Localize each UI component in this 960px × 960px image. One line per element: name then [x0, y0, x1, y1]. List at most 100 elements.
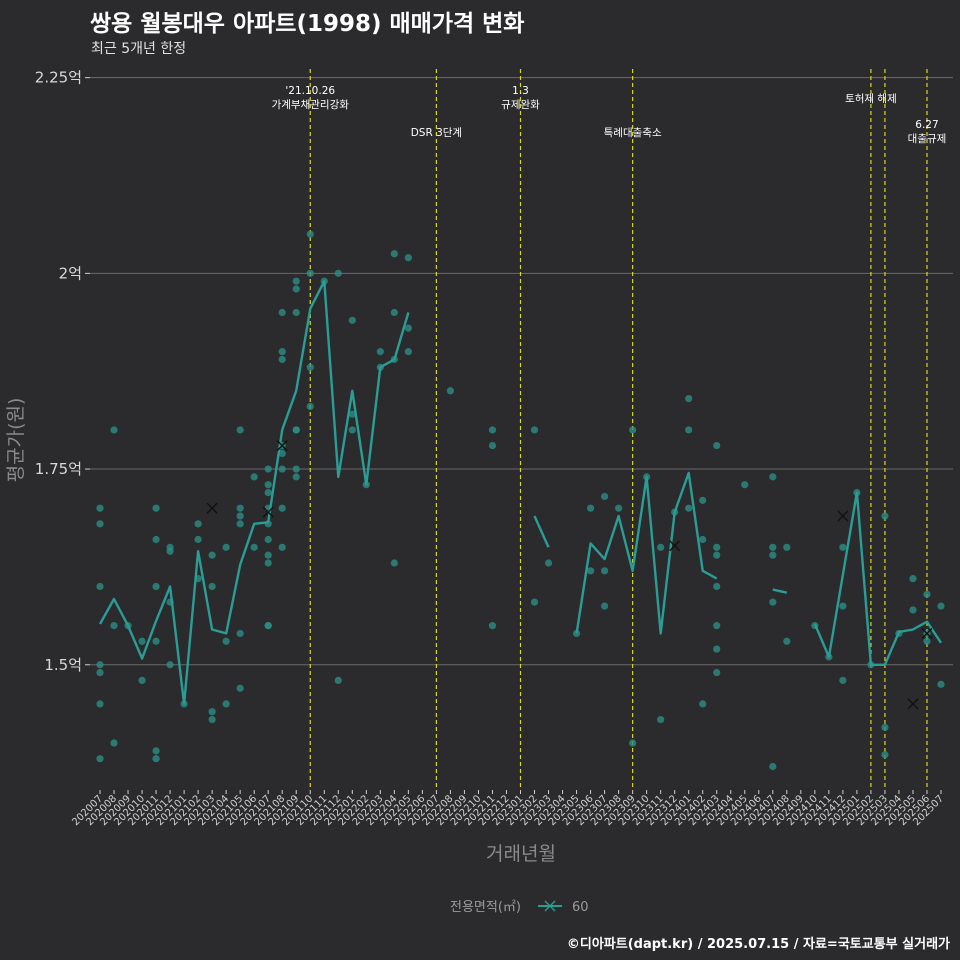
data-point: [334, 676, 342, 685]
data-point: [208, 715, 216, 724]
data-point: [390, 250, 398, 258]
data-point: [152, 747, 160, 755]
data-point: [615, 504, 623, 512]
data-point: [222, 700, 230, 708]
data-point: [306, 269, 314, 277]
data-point: [264, 465, 272, 473]
data-point: [110, 426, 118, 434]
data-point: [138, 676, 146, 685]
data-point: [278, 504, 286, 512]
data-point: [208, 582, 216, 591]
data-point: [629, 739, 637, 747]
data-point: [152, 582, 160, 591]
data-point: [783, 543, 791, 551]
data-point: [152, 637, 160, 645]
cross-marker-icon: [206, 502, 218, 514]
y-tick-label: 1.75억: [35, 460, 82, 478]
data-point: [96, 661, 104, 669]
event-label: 규제완화: [501, 98, 540, 111]
data-point: [488, 441, 497, 450]
y-axis-title: 평균가(원): [5, 398, 27, 483]
series-line: [98, 280, 410, 706]
legend: 전용면적(㎡) 60: [450, 900, 589, 915]
data-point: [923, 590, 931, 598]
line-layer: [98, 280, 942, 706]
data-point: [292, 277, 300, 285]
data-point: [264, 481, 272, 489]
data-point: [264, 535, 272, 544]
data-point: [769, 551, 777, 559]
legend-label: 60: [572, 900, 589, 915]
legend-key-cross-icon: [544, 900, 556, 912]
data-point: [741, 481, 749, 489]
data-point: [783, 637, 791, 645]
data-point: [110, 622, 118, 630]
data-point: [96, 668, 104, 677]
data-point: [881, 512, 889, 520]
data-point: [923, 637, 931, 645]
data-point: [530, 598, 539, 606]
data-point: [713, 441, 721, 450]
data-point: [278, 465, 286, 473]
data-point: [236, 512, 244, 520]
cross-marker-icon: [921, 627, 933, 639]
data-point: [250, 473, 258, 481]
data-point: [586, 504, 595, 512]
data-point: [769, 762, 777, 771]
data-point: [713, 622, 721, 630]
data-point: [292, 285, 300, 293]
data-point: [713, 645, 721, 653]
x-axis-title: 거래년월: [486, 843, 556, 865]
data-point: [222, 543, 230, 551]
data-point: [488, 622, 497, 630]
data-point: [348, 410, 356, 418]
grid-layer: [90, 77, 953, 666]
data-point: [348, 316, 356, 324]
data-point: [306, 363, 314, 371]
data-point: [404, 348, 412, 356]
data-point: [348, 426, 356, 434]
data-point: [110, 739, 118, 747]
data-point: [601, 602, 609, 610]
data-point: [236, 504, 244, 512]
data-point: [839, 676, 847, 685]
series-line: [813, 491, 942, 666]
data-point: [601, 492, 609, 501]
event-label: '21.10.26: [285, 85, 335, 97]
data-point: [937, 680, 945, 688]
data-point: [839, 543, 847, 551]
data-point: [138, 637, 146, 645]
data-point: [306, 230, 314, 238]
data-point: [881, 723, 889, 731]
event-label: 대출규제: [908, 133, 947, 145]
data-point: [713, 543, 721, 551]
cross-marker-icon: [907, 698, 919, 710]
event-label: 특례대출축소: [604, 127, 662, 139]
data-point: [699, 496, 707, 504]
data-point: [194, 520, 202, 528]
data-point: [306, 402, 314, 411]
point-layer: [96, 230, 945, 771]
data-point: [250, 543, 258, 551]
data-point: [166, 547, 174, 555]
cross-marker-icon: [837, 510, 849, 522]
data-point: [685, 504, 693, 512]
data-point: [236, 426, 244, 434]
axis-layer: 1.5억1.75억2억2.25억202007202008202009202010…: [35, 69, 946, 828]
series-line: [575, 471, 718, 635]
data-point: [194, 535, 202, 544]
event-label: DSR 3단계: [411, 127, 462, 139]
data-point: [909, 606, 917, 614]
data-point: [264, 559, 272, 567]
data-point: [404, 324, 412, 332]
data-point: [222, 637, 230, 645]
data-point: [376, 348, 384, 356]
data-point: [152, 504, 160, 512]
cross-marker-icon: [669, 540, 681, 552]
data-point: [601, 567, 609, 575]
cross-marker-icon: [276, 440, 288, 452]
data-point: [629, 426, 637, 434]
data-point: [96, 755, 104, 763]
data-point: [699, 535, 707, 544]
event-label: 토허제 해제: [845, 92, 897, 105]
